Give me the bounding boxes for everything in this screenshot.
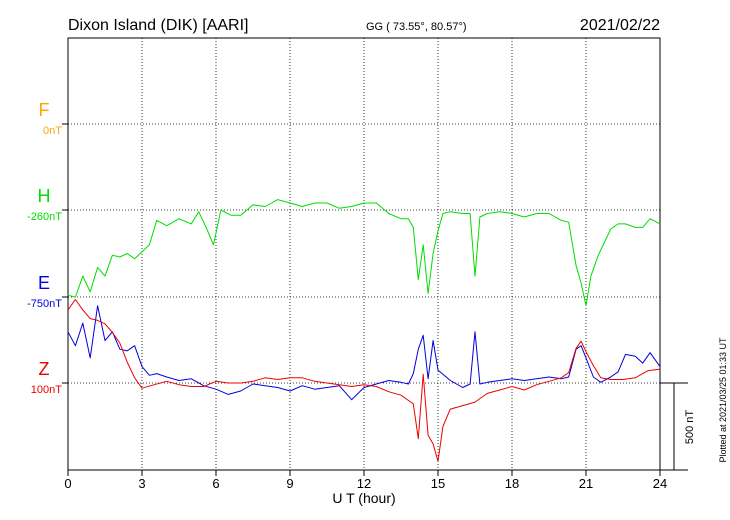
date-label: 2021/02/22 [580,17,660,34]
x-axis-ticks: 0 3 6 9 12 15 18 21 24 [64,470,667,491]
x-tick-label: 6 [212,476,219,491]
series-name-e: E [38,273,50,293]
series-line-e [67,305,661,401]
series-baseline-e: -750nT [27,298,62,310]
scale-bar: 500 nT [660,382,696,471]
series-lines [67,199,661,462]
series-labels: F 0nT H -260nT E -750nT Z 100nT [27,100,62,396]
x-tick-label: 3 [138,476,145,491]
series-baseline-h: -260nT [27,211,62,223]
x-tick-label: 21 [579,476,593,491]
x-tick-label: 18 [505,476,519,491]
series-line-h [67,199,661,307]
grid-lines [62,38,660,470]
series-name-h: H [38,186,51,206]
station-title: Dixon Island (DIK) [AARI] [68,17,249,34]
x-tick-label: 9 [286,476,293,491]
coordinates-label: GG ( 73.55°, 80.57°) [366,21,467,33]
x-tick-label: 12 [357,476,371,491]
x-tick-label: 0 [64,476,71,491]
series-name-f: F [39,100,50,120]
scale-bar-label: 500 nT [684,410,696,445]
series-baseline-z: 100nT [31,384,62,396]
x-tick-label: 24 [653,476,667,491]
x-axis-title: U T (hour) [332,490,395,506]
x-tick-label: 15 [431,476,445,491]
series-name-z: Z [39,359,50,379]
series-baseline-f: 0nT [43,125,62,137]
series-line-z [67,299,661,462]
plotted-note: Plotted at 2021/03/25 01:33 UT [718,337,728,463]
